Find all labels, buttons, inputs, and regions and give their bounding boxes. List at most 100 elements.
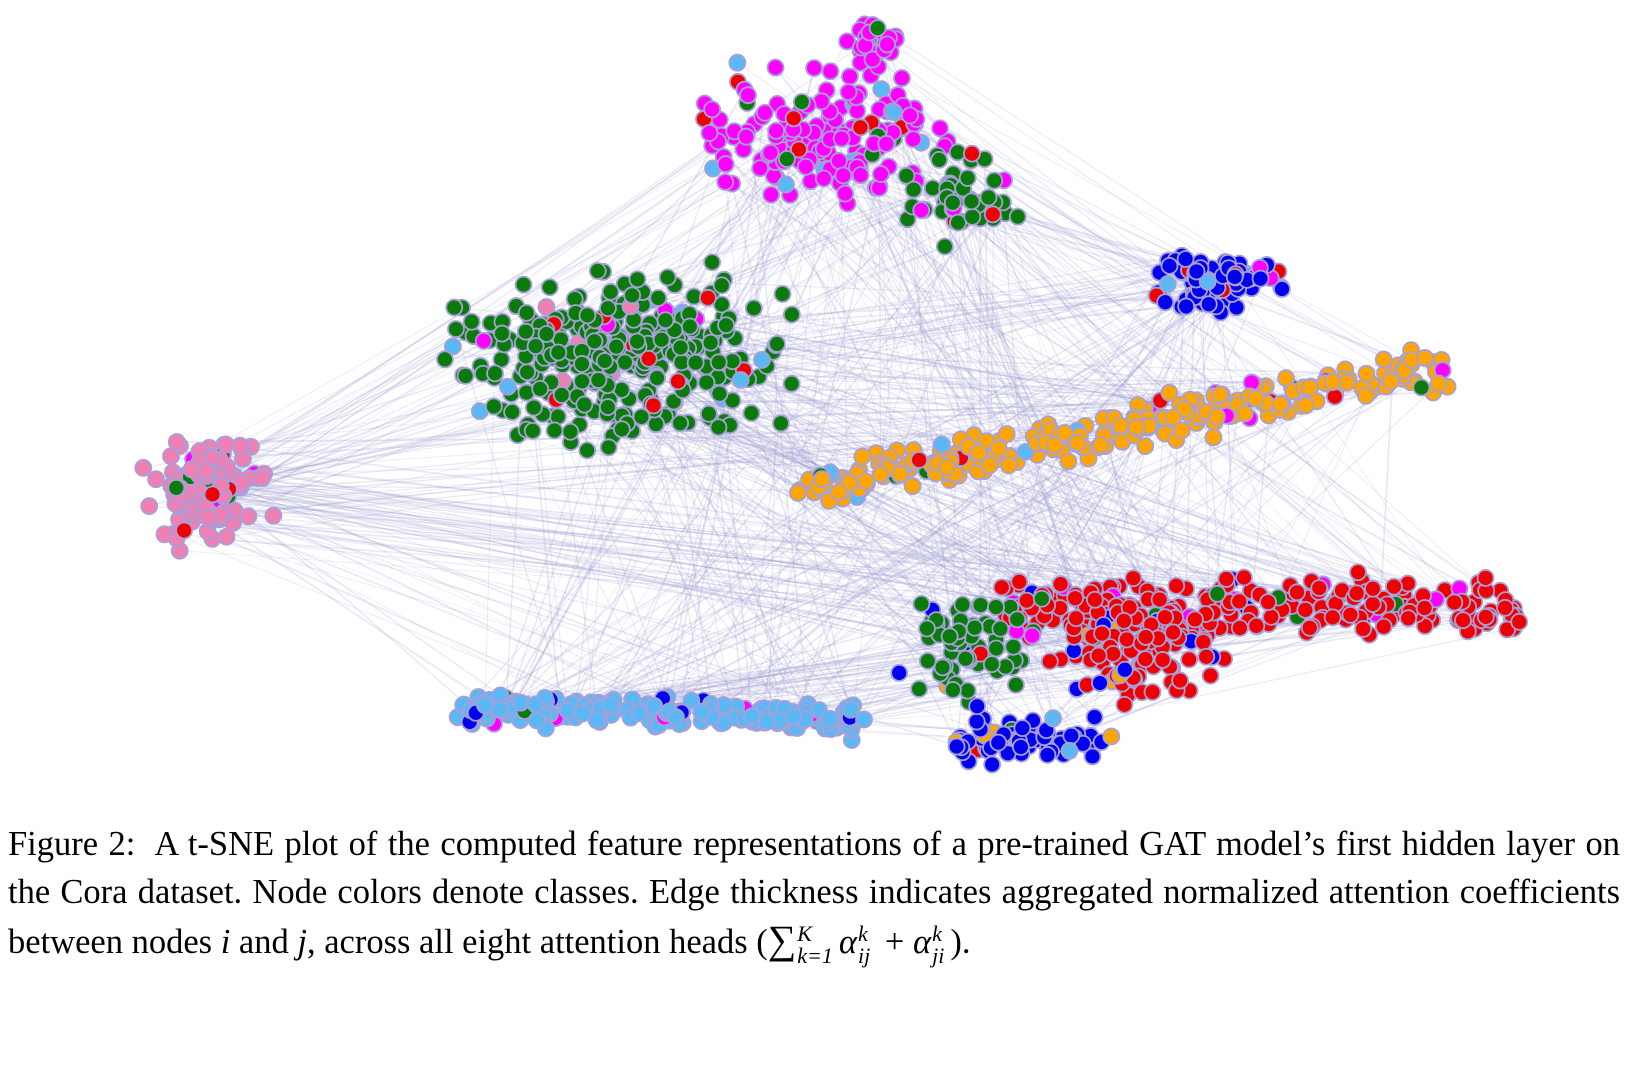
node	[933, 658, 952, 677]
edge	[846, 168, 1120, 620]
node	[701, 333, 720, 352]
node	[1136, 650, 1155, 669]
edge	[570, 151, 821, 705]
node	[991, 619, 1010, 638]
node	[840, 67, 859, 86]
node	[552, 386, 571, 404]
node	[832, 129, 851, 148]
node	[1187, 262, 1206, 281]
node	[940, 627, 959, 646]
edge	[659, 369, 1403, 704]
edge	[746, 102, 1403, 588]
node	[175, 521, 194, 540]
node	[742, 707, 761, 726]
edge	[761, 160, 843, 479]
edge	[1268, 415, 1455, 603]
node	[830, 152, 848, 170]
node	[1310, 579, 1329, 597]
edge	[653, 381, 1253, 707]
node	[692, 702, 711, 721]
node	[628, 332, 647, 351]
node	[671, 338, 690, 357]
node	[700, 124, 719, 142]
node	[703, 100, 722, 119]
node	[956, 649, 975, 668]
edge	[878, 130, 1251, 400]
node	[667, 708, 685, 727]
node	[697, 373, 716, 392]
node	[962, 192, 981, 211]
node	[757, 712, 776, 731]
edge	[711, 145, 1249, 622]
node	[814, 169, 833, 188]
node	[656, 311, 675, 330]
paren: ).	[950, 923, 971, 961]
edge	[574, 366, 611, 718]
node	[910, 451, 929, 469]
edge	[658, 297, 1306, 407]
edge	[240, 487, 1109, 613]
node	[490, 700, 509, 719]
edge	[613, 451, 941, 701]
edge	[902, 105, 1404, 368]
edge	[791, 314, 1195, 415]
math-var: i	[220, 923, 231, 961]
node	[1062, 726, 1081, 745]
edge	[872, 25, 893, 470]
edge	[672, 401, 713, 708]
node	[1045, 436, 1064, 455]
edge	[499, 383, 607, 696]
edge	[189, 400, 1238, 475]
node	[537, 298, 556, 316]
edge	[574, 412, 1238, 707]
edge	[241, 482, 1061, 609]
node	[203, 485, 222, 504]
node	[931, 119, 949, 138]
node	[1013, 719, 1032, 738]
node	[1510, 612, 1529, 631]
node	[443, 337, 462, 356]
node	[1136, 437, 1155, 455]
node	[1102, 727, 1121, 746]
node	[493, 324, 511, 343]
edge	[189, 512, 1367, 612]
node	[821, 62, 840, 81]
node	[744, 299, 763, 318]
node	[851, 166, 870, 185]
node	[716, 155, 735, 173]
node	[1296, 600, 1315, 619]
edge	[733, 136, 1459, 602]
edge	[1042, 380, 1416, 598]
node	[1066, 589, 1085, 608]
node	[1010, 572, 1029, 591]
node	[703, 253, 722, 272]
node	[545, 421, 564, 440]
node	[1296, 396, 1315, 415]
node	[1235, 404, 1254, 423]
node	[910, 680, 929, 698]
edge	[187, 500, 597, 721]
node	[1160, 256, 1179, 275]
edge	[895, 38, 1399, 366]
node	[878, 35, 897, 54]
edge	[594, 410, 1324, 585]
edge	[209, 116, 763, 478]
node	[1143, 683, 1162, 701]
node	[587, 711, 606, 730]
node	[601, 695, 619, 714]
edge	[224, 385, 1266, 487]
node	[264, 506, 283, 525]
edge	[254, 413, 669, 475]
node	[712, 276, 731, 295]
edge	[219, 518, 704, 719]
node	[997, 425, 1016, 443]
node	[768, 335, 786, 353]
edge	[1227, 403, 1234, 580]
node	[789, 140, 808, 159]
node	[777, 175, 795, 194]
node	[912, 201, 931, 220]
edge	[631, 267, 1260, 367]
edge	[190, 476, 1245, 579]
node	[671, 414, 689, 433]
